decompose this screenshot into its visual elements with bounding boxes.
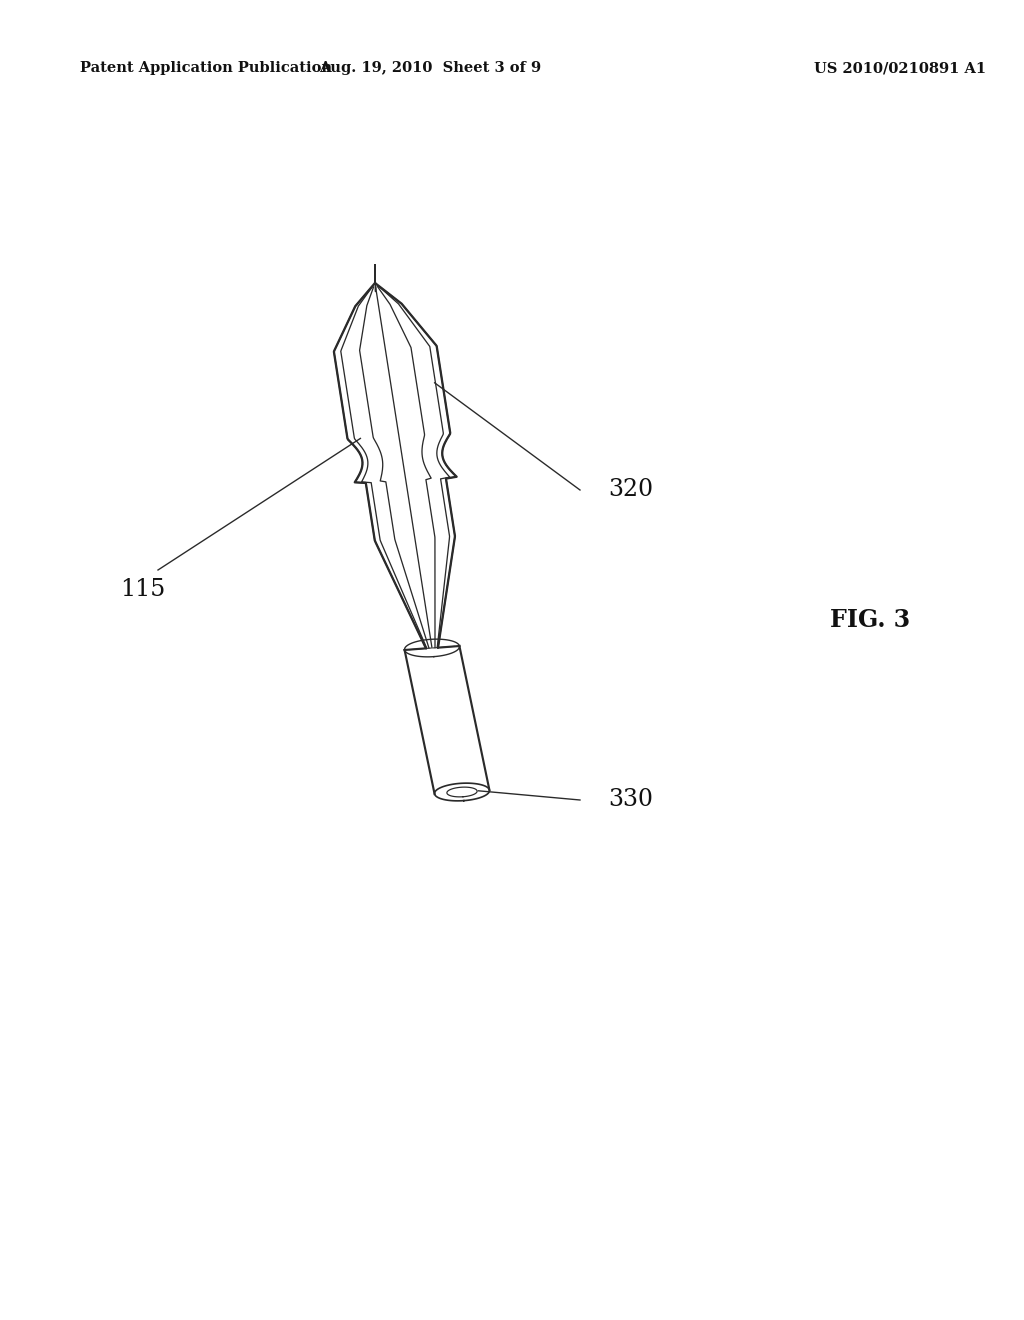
Text: 320: 320 [608, 479, 653, 502]
Text: Patent Application Publication: Patent Application Publication [80, 61, 332, 75]
Text: Aug. 19, 2010  Sheet 3 of 9: Aug. 19, 2010 Sheet 3 of 9 [318, 61, 541, 75]
Text: FIG. 3: FIG. 3 [829, 609, 910, 632]
Text: 115: 115 [121, 578, 166, 601]
Text: US 2010/0210891 A1: US 2010/0210891 A1 [814, 61, 986, 75]
Text: 330: 330 [608, 788, 653, 812]
